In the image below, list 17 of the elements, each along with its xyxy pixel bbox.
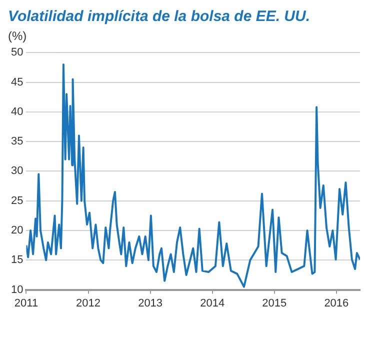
chart-title: Volatilidad implícita de la bolsa de EE. UU.	[8, 8, 312, 25]
x-tick-label: 2015	[262, 297, 287, 310]
x-tick-label: 2011	[14, 297, 38, 310]
x-tick-label: 2014	[200, 297, 225, 310]
y-tick-label: 50	[10, 46, 24, 59]
y-tick-label: 40	[10, 106, 24, 118]
y-tick-label: 45	[10, 76, 24, 88]
x-tick-label: 2013	[138, 297, 163, 310]
x-tick-label: 2016	[324, 297, 349, 310]
y-tick-label: 20	[10, 224, 24, 237]
x-tick-label: 2012	[76, 297, 101, 310]
y-tick-label: 15	[10, 254, 24, 266]
y-tick-label: 25	[10, 194, 24, 207]
y-axis-title: (%)	[8, 29, 28, 43]
y-tick-label: 30	[10, 165, 24, 178]
y-tick-label: 10	[10, 284, 24, 296]
y-tick-label: 35	[10, 136, 24, 148]
